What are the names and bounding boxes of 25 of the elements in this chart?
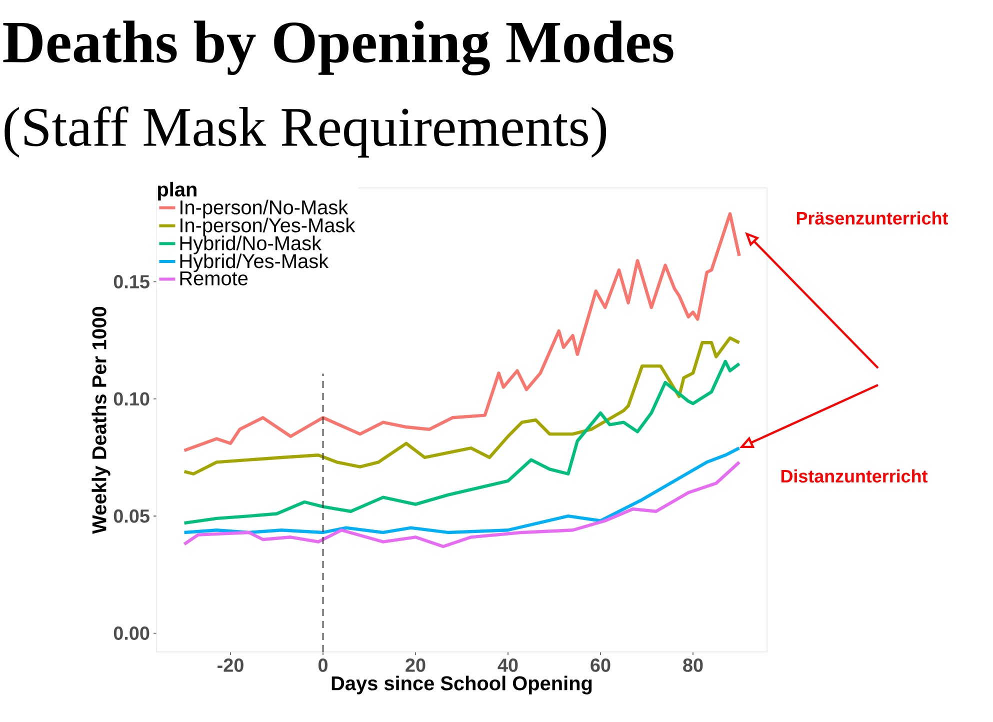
line-series — [182, 446, 741, 534]
x-tick-label: 60 — [590, 658, 610, 672]
y-tick-label: 0.15 — [114, 275, 150, 288]
line-series — [182, 360, 741, 525]
line-series — [182, 460, 741, 548]
x-tick-label: 80 — [683, 658, 703, 672]
chart-subtitle: (Staff Mask Requirements) — [4, 106, 606, 158]
legend-label: Remote — [180, 271, 248, 286]
legend-label: In-person/Yes-Mask — [180, 218, 356, 236]
x-axis-title: Days since School Opening — [332, 676, 592, 694]
annotation: Distanzunterricht — [781, 469, 928, 483]
x-tick-label: 40 — [498, 658, 518, 672]
legend-label: In-person/No-Mask — [180, 200, 348, 218]
x-tick-label: 0 — [318, 658, 328, 672]
y-tick-label: 0.10 — [114, 392, 150, 406]
legend-label: Hybrid/Yes-Mask — [180, 254, 329, 272]
y-tick-label: 0.00 — [114, 626, 150, 640]
y-tick-label: 0.05 — [114, 509, 150, 523]
y-axis-title: Weekly Deaths Per 1000 — [92, 306, 110, 534]
legend-title: plan — [158, 182, 196, 200]
chart-title: Deaths by Opening Modes — [3, 20, 674, 76]
legend-label: Hybrid/No-Mask — [180, 236, 322, 254]
x-tick-label: 20 — [406, 658, 426, 672]
x-tick-label: -20 — [218, 658, 244, 672]
text: Präsenzunterricht — [796, 211, 948, 225]
